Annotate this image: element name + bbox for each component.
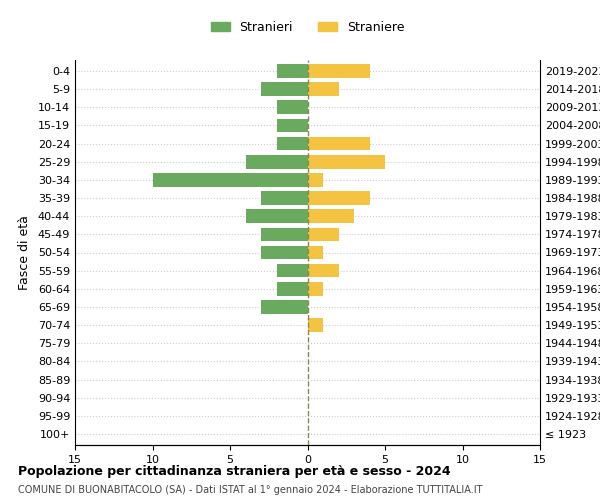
Bar bbox=[261, 191, 308, 205]
Bar bbox=[308, 173, 323, 186]
Bar bbox=[308, 191, 370, 205]
Bar bbox=[277, 264, 308, 278]
Bar bbox=[308, 64, 370, 78]
Y-axis label: Fasce di età: Fasce di età bbox=[18, 215, 31, 290]
Bar bbox=[277, 100, 308, 114]
Bar bbox=[308, 264, 338, 278]
Bar bbox=[308, 228, 338, 241]
Bar bbox=[245, 155, 308, 168]
Bar bbox=[308, 136, 370, 150]
Bar bbox=[277, 136, 308, 150]
Bar bbox=[308, 210, 354, 223]
Bar bbox=[261, 246, 308, 260]
Bar bbox=[261, 82, 308, 96]
Legend: Stranieri, Straniere: Stranieri, Straniere bbox=[206, 16, 409, 39]
Bar bbox=[277, 118, 308, 132]
Bar bbox=[308, 282, 323, 296]
Bar bbox=[308, 318, 323, 332]
Bar bbox=[308, 82, 338, 96]
Bar bbox=[245, 210, 308, 223]
Bar bbox=[308, 246, 323, 260]
Bar bbox=[277, 64, 308, 78]
Bar bbox=[261, 228, 308, 241]
Text: COMUNE DI BUONABITACOLO (SA) - Dati ISTAT al 1° gennaio 2024 - Elaborazione TUTT: COMUNE DI BUONABITACOLO (SA) - Dati ISTA… bbox=[18, 485, 482, 495]
Bar bbox=[308, 155, 385, 168]
Bar bbox=[152, 173, 308, 186]
Bar bbox=[261, 300, 308, 314]
Bar bbox=[277, 282, 308, 296]
Text: Popolazione per cittadinanza straniera per età e sesso - 2024: Popolazione per cittadinanza straniera p… bbox=[18, 465, 451, 478]
